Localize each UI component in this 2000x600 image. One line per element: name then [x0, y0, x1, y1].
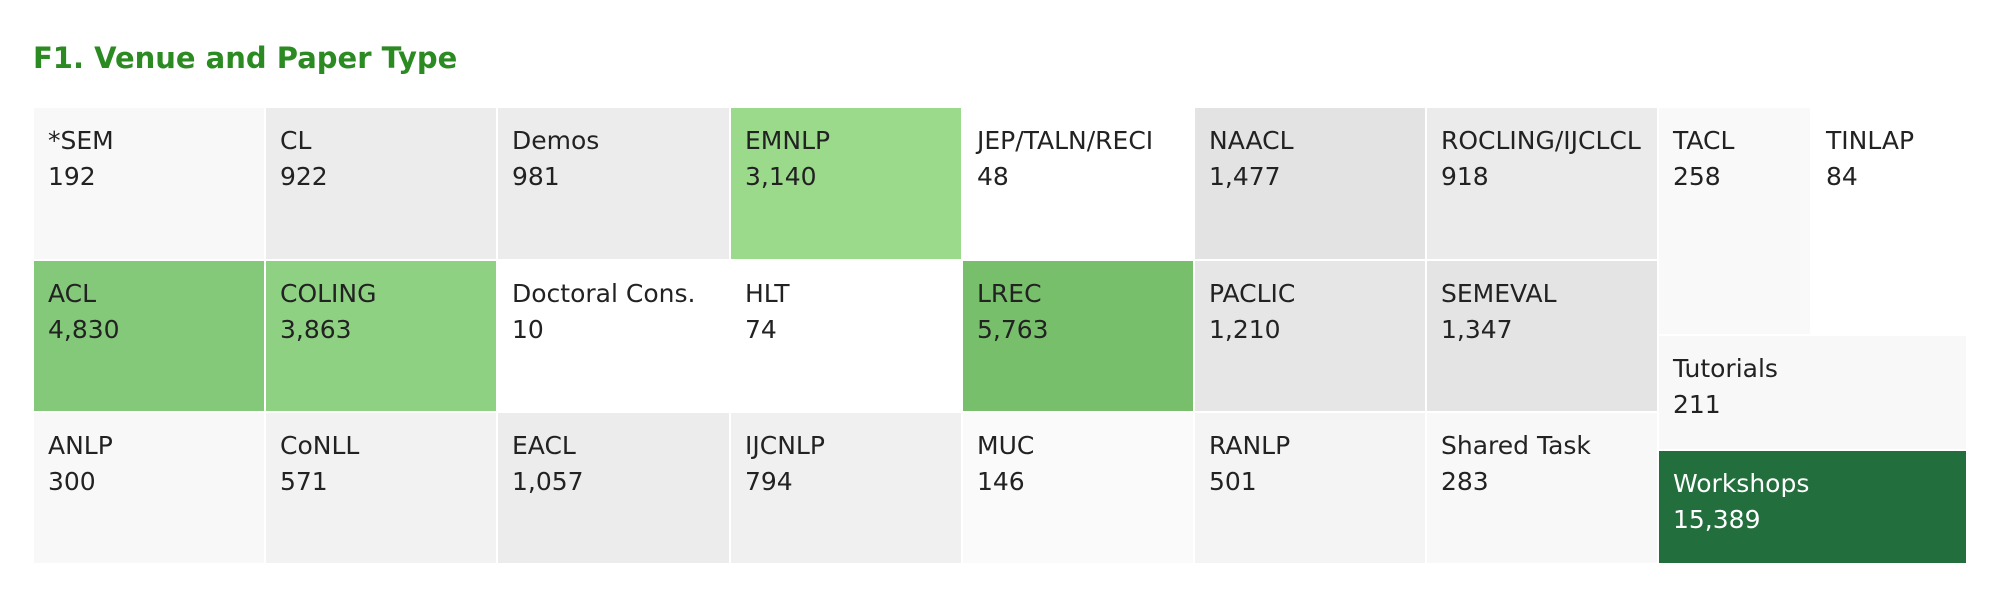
cell-label: Doctoral Cons. — [512, 279, 695, 308]
cell-label: EACL — [512, 431, 576, 460]
cell-value: 146 — [977, 467, 1025, 496]
cell-label: Tutorials — [1672, 354, 1778, 383]
cell — [961, 259, 1195, 413]
cell — [496, 259, 731, 413]
cell — [729, 259, 963, 413]
cell — [1193, 411, 1427, 565]
cell-value: 10 — [512, 315, 544, 344]
cell-label: EMNLP — [745, 126, 830, 155]
cell-label: NAACL — [1209, 126, 1294, 155]
cell-label: RANLP — [1209, 431, 1290, 460]
cell-value: 84 — [1826, 162, 1858, 191]
cell — [961, 106, 1195, 261]
cell — [1425, 259, 1659, 413]
cell-label: Demos — [512, 126, 599, 155]
cell — [1193, 106, 1427, 261]
cell-value: 794 — [745, 467, 793, 496]
cell-value: 5,763 — [977, 315, 1049, 344]
cell-label: IJCNLP — [745, 431, 825, 460]
cell-value: 48 — [977, 162, 1009, 191]
cell-value: 3,863 — [280, 315, 352, 344]
cell-label: ANLP — [48, 431, 113, 460]
cell-value: 571 — [280, 467, 328, 496]
cell-label: *SEM — [48, 126, 114, 155]
cell-value: 15,389 — [1673, 505, 1760, 534]
cell-value: 501 — [1209, 467, 1257, 496]
cell-value: 192 — [48, 162, 96, 191]
cell-label: Workshops — [1673, 469, 1809, 498]
cell — [496, 106, 731, 261]
cell — [1193, 259, 1427, 413]
cell-value: 1,210 — [1209, 315, 1281, 344]
cell-label: ACL — [48, 279, 96, 308]
cell-value: 211 — [1673, 390, 1721, 419]
cell-label: COLING — [280, 279, 377, 308]
cell-value: 981 — [512, 162, 560, 191]
cell — [1657, 449, 1968, 565]
cell-label: TACL — [1672, 126, 1734, 155]
cell-value: 922 — [280, 162, 328, 191]
cell — [32, 411, 266, 565]
chart-title: F1. Venue and Paper Type — [33, 41, 457, 75]
cell-label: ROCLING/IJCLCL — [1441, 126, 1641, 155]
cell-value: 918 — [1441, 162, 1489, 191]
cell-label: CL — [280, 126, 311, 155]
cell-label: PACLIC — [1209, 279, 1295, 308]
cell-label: CoNLL — [280, 431, 359, 460]
cell — [729, 106, 963, 261]
cell-value: 300 — [48, 467, 96, 496]
cell-value: 283 — [1441, 467, 1489, 496]
cell — [264, 411, 498, 565]
cell-value: 258 — [1673, 162, 1721, 191]
cell — [729, 411, 963, 565]
cell-label: Shared Task — [1441, 431, 1591, 460]
cell-value: 1,347 — [1441, 315, 1513, 344]
cell-label: SEMEVAL — [1441, 279, 1557, 308]
cell-label: LREC — [977, 279, 1042, 308]
cell-label: HLT — [745, 279, 790, 308]
cell — [32, 106, 266, 261]
cell-label: JEP/TALN/RECI — [975, 126, 1153, 155]
cell — [32, 259, 266, 413]
cell-value: 74 — [745, 315, 777, 344]
cell — [1657, 106, 1812, 336]
cell-value: 3,140 — [745, 162, 817, 191]
cell — [961, 411, 1195, 565]
cell — [1657, 334, 1968, 451]
cell-label: TINLAP — [1825, 126, 1914, 155]
cell-label: MUC — [977, 431, 1034, 460]
cell-value: 1,477 — [1209, 162, 1281, 191]
cell-value: 1,057 — [512, 467, 584, 496]
cell — [264, 106, 498, 261]
cell-value: 4,830 — [48, 315, 120, 344]
cell — [496, 411, 731, 565]
